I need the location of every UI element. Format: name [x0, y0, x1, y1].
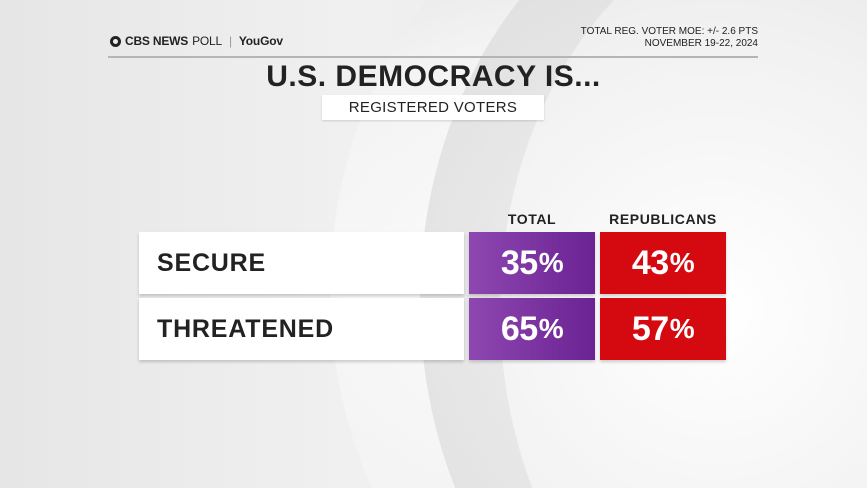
republicans-value-cell: 57%: [600, 298, 726, 360]
poll-dates: NOVEMBER 19-22, 2024: [644, 38, 758, 49]
cbs-yougov-logo: CBS NEWS POLL | YouGov: [110, 34, 283, 48]
column-header-total: TOTAL: [507, 211, 557, 227]
partner-name: YouGov: [238, 34, 283, 48]
percent-sign: %: [669, 247, 695, 278]
chart-subtitle: REGISTERED VOTERS: [322, 95, 544, 120]
product-name: POLL: [192, 34, 222, 48]
percent-sign: %: [669, 313, 695, 344]
margin-of-error: TOTAL REG. VOTER MOE: +/- 2.6 PTS: [580, 26, 758, 37]
column-header-republicans: REPUBLICANS: [609, 211, 717, 227]
percent-sign: %: [538, 247, 564, 278]
republicans-value: 57: [631, 309, 669, 348]
header-bar: CBS NEWS POLL | YouGov TOTAL REG. VOTER …: [108, 20, 758, 58]
chart-title: U.S. DEMOCRACY IS...: [266, 60, 601, 93]
total-value: 65: [500, 309, 538, 348]
total-value-cell: 65%: [469, 298, 595, 360]
republicans-value-cell: 43%: [600, 232, 726, 294]
row-label: THREATENED: [139, 298, 464, 360]
logo-separator: |: [228, 34, 232, 48]
brand-name: CBS NEWS: [125, 34, 189, 48]
row-label: SECURE: [139, 232, 464, 294]
republicans-value: 43: [631, 243, 669, 282]
percent-sign: %: [538, 313, 564, 344]
poll-metadata: TOTAL REG. VOTER MOE: +/- 2.6 PTS NOVEMB…: [581, 26, 758, 50]
total-value: 35: [500, 243, 538, 282]
cbs-eye-icon: [110, 35, 121, 47]
total-value-cell: 35%: [469, 232, 595, 294]
